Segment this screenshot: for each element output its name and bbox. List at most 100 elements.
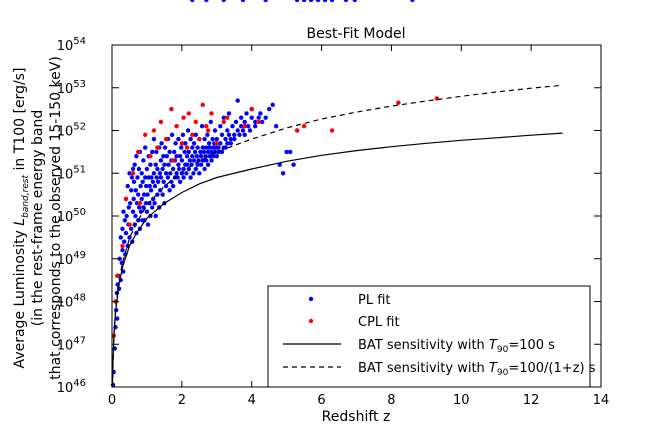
bat-sensitivity-redshift-curve [112,84,563,387]
pl-point [199,124,205,129]
cpl-point [155,145,160,150]
pl-point [200,158,205,163]
pl-point [161,154,166,159]
pl-point [204,158,209,163]
pl-point [206,141,212,146]
pl-point [205,132,210,137]
pl-point [149,175,154,180]
cpl-point [193,119,198,125]
pl-point [137,205,142,210]
pl-point [129,188,134,193]
pl-point [190,154,195,159]
pl-point [160,166,165,172]
pl-point [150,205,155,210]
pl-point [159,141,164,146]
y-axis-label-line1: Average Luminosity Lband,rest in T100 [e… [12,68,31,369]
pl-point [181,166,186,172]
pl-point [226,132,232,137]
pl-point [190,145,195,150]
pl-point [122,218,128,223]
pl-point [130,166,136,172]
pl-point [184,162,190,167]
pl-point [163,171,169,176]
chart-title: Best-Fit Model [307,26,406,42]
legend-pl-label: PL fit [358,293,391,308]
pl-point [291,162,296,167]
cpl-point [184,145,190,150]
x-tick-label: 4 [248,393,256,408]
pl-point [131,179,137,184]
cpl-point [169,106,174,112]
pl-point [170,183,176,189]
pl-point [221,0,226,3]
pl-point [184,171,189,176]
pl-point [117,256,122,261]
pl-point [161,179,166,184]
pl-point [410,0,415,3]
x-tick-label: 14 [593,393,610,408]
pl-point [152,201,157,206]
pl-point [139,196,144,202]
pl-point [216,145,221,150]
pl-point [128,201,133,206]
pl-point [176,162,181,167]
pl-point [144,166,150,172]
cpl-point [123,196,129,202]
pl-point [184,154,190,159]
pl-point [322,0,328,3]
pl-point [148,162,153,167]
legend-cpl-marker [308,318,314,324]
pl-point [209,158,214,163]
pl-point [129,226,134,231]
pl-point [151,171,157,176]
pl-point [210,136,215,142]
pl-point [301,0,307,3]
pl-point [182,149,187,155]
pl-point [343,0,349,3]
pl-point [192,149,198,155]
cpl-point [158,119,164,125]
cpl-point [137,201,143,206]
cpl-point [242,124,247,129]
cpl-point [197,136,202,142]
pl-point [214,154,219,159]
pl-point [198,162,204,167]
pl-point [170,166,176,172]
pl-point [135,175,140,180]
cpl-point [294,128,300,133]
pl-point [258,111,263,116]
x-tick-label: 8 [387,393,395,408]
y-tick-label: 1046 [57,378,86,396]
pl-point [287,149,293,155]
pl-point [205,162,211,167]
pl-point [242,119,247,125]
pl-point [260,119,265,125]
pl-point [143,175,148,180]
y-tick-label: 1054 [57,36,86,54]
legend: PL fit CPL fit BAT sensitivity with T90=… [267,285,596,388]
pl-point [274,124,279,129]
pl-point [172,149,177,155]
cpl-point [179,141,185,146]
pl-point [177,154,183,159]
pl-point [240,0,246,3]
y-axis-label: Average Luminosity Lband,rest in T100 [e… [12,56,64,380]
pl-point [244,111,249,116]
pl-point [145,192,150,197]
cpl-point [181,115,186,120]
pl-point [177,179,183,184]
pl-point [189,162,194,167]
pl-point [141,192,147,197]
pl-point [165,175,171,180]
pl-point [225,128,230,133]
pl-point [133,213,138,219]
cpl-point [205,128,211,133]
pl-point [195,162,200,167]
x-tick-label: 6 [317,393,325,408]
pl-point [221,115,226,120]
pl-point [239,115,244,120]
pl-point [207,154,212,159]
pl-point [235,98,240,103]
x-tick-label: 0 [108,393,116,408]
pl-point [158,158,164,163]
